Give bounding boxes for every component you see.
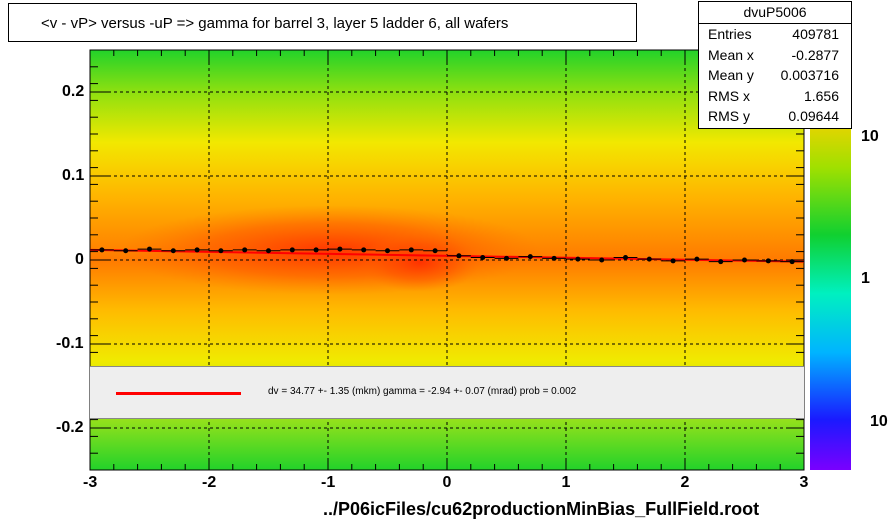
- footer-filename: ../P06icFiles/cu62productionMinBias_Full…: [323, 499, 760, 519]
- density-hotspot: [120, 205, 540, 295]
- x-tick-label: 2: [680, 474, 690, 491]
- profile-point: [289, 247, 295, 253]
- stat-value: 409781: [792, 26, 839, 42]
- profile-point: [623, 254, 628, 260]
- profile-point: [432, 248, 438, 254]
- x-tick-label: 0: [442, 474, 452, 491]
- profile-point: [599, 257, 605, 263]
- profile-point: [99, 247, 105, 253]
- profile-points: [90, 246, 804, 265]
- stat-label: RMS x: [708, 87, 750, 104]
- x-tick-label: 3: [799, 474, 809, 491]
- stat-label: Mean x: [708, 46, 754, 63]
- profile-point: [266, 248, 271, 254]
- stat-label: RMS y: [708, 108, 750, 124]
- stat-value: 0.003716: [780, 67, 839, 83]
- profile-point: [218, 248, 224, 254]
- x-tick-label: -3: [83, 474, 98, 491]
- x-tick-label: -2: [202, 474, 217, 491]
- title-box: <v - vP> versus -uP => gamma for barrel …: [8, 3, 637, 42]
- profile-point: [551, 255, 557, 261]
- profile-point: [575, 256, 581, 262]
- x-tick-label: -1: [321, 474, 336, 491]
- stat-label: Entries: [708, 26, 752, 42]
- axes: [89, 49, 805, 471]
- y-tick-label: 0: [75, 251, 84, 268]
- fit-legend-text: dv = 34.77 +- 1.35 (mkm) gamma = -2.94 +…: [268, 386, 577, 397]
- plot-title: <v - vP> versus -uP => gamma for barrel …: [41, 15, 509, 32]
- fit-legend: dv = 34.77 +- 1.35 (mkm) gamma = -2.94 +…: [90, 366, 804, 419]
- profile-point: [361, 247, 367, 253]
- stat-row: Mean x -0.2877: [699, 45, 851, 66]
- profile-point: [694, 256, 700, 262]
- profile-point: [242, 247, 248, 253]
- profile-point: [527, 254, 533, 260]
- profile-point: [147, 246, 152, 252]
- stat-row: Mean y 0.003716: [699, 65, 851, 86]
- colorbar-tick-label: 10: [861, 128, 879, 145]
- profile-point: [408, 247, 414, 253]
- stat-value: 0.09644: [788, 108, 839, 124]
- fit-legend-line: [116, 392, 241, 395]
- y-tick-label: 0.1: [62, 167, 85, 184]
- profile-point: [480, 254, 486, 260]
- profile-point: [337, 246, 343, 252]
- stats-box: dvuP5006 Entries 409781 Mean x -0.2877 M…: [698, 1, 852, 129]
- colorbar-tick-label: 1: [861, 270, 870, 287]
- x-tick-label: 1: [561, 474, 571, 491]
- profile-point: [123, 248, 129, 254]
- stat-value: -0.2877: [791, 46, 839, 63]
- y-tick-label: 0.2: [62, 83, 85, 100]
- stat-value: 1.656: [803, 87, 839, 104]
- y-tick-label: -0.2: [56, 419, 84, 436]
- profile-point: [742, 257, 747, 263]
- profile-point: [456, 253, 462, 259]
- profile-point: [718, 259, 724, 265]
- stats-title: dvuP5006: [699, 2, 851, 24]
- y-tick-label: -0.1: [56, 335, 84, 352]
- profile-point: [313, 247, 319, 253]
- profile-point: [170, 248, 176, 254]
- profile-point: [765, 258, 771, 264]
- profile-point: [670, 258, 676, 264]
- profile-point: [646, 256, 652, 262]
- profile-point: [504, 255, 509, 261]
- stat-row: RMS y 0.09644: [699, 106, 851, 127]
- profile-point: [385, 248, 390, 254]
- stat-label: Mean y: [708, 67, 754, 83]
- colorbar-tick-label: 10: [870, 413, 888, 430]
- profile-point: [194, 247, 200, 253]
- stat-row: Entries 409781: [699, 24, 851, 45]
- density-hotspot: [360, 232, 480, 292]
- stat-row: RMS x 1.656: [699, 86, 851, 107]
